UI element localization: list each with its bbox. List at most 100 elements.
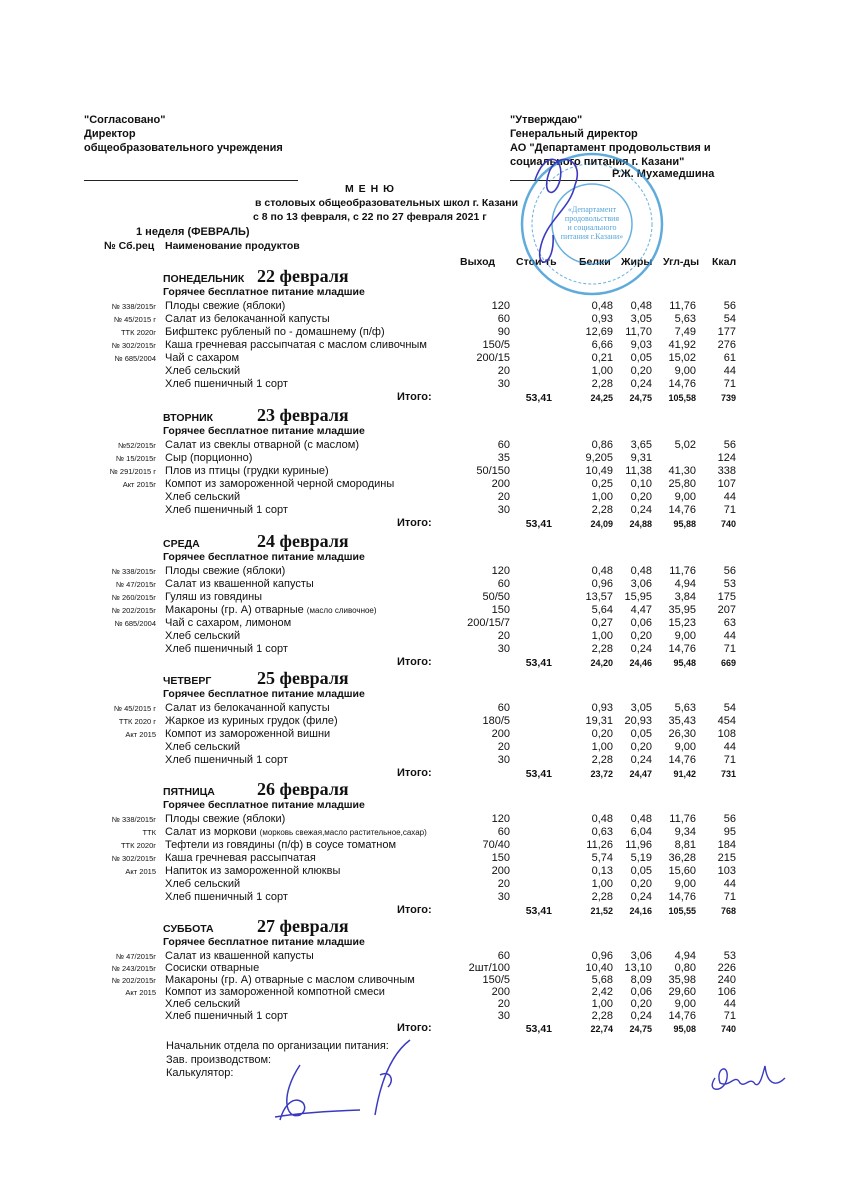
value-fat: 3,65 bbox=[630, 439, 652, 451]
value-kcal: 108 bbox=[717, 728, 736, 740]
dish-name-text: Салат из квашенной капусты bbox=[165, 578, 314, 590]
recipe-code: № 302/2015г bbox=[111, 854, 156, 863]
value-yield: 20 bbox=[497, 365, 510, 377]
recipe-code: ТТК 2020 г bbox=[118, 717, 156, 726]
value-fat: 0,06 bbox=[630, 986, 652, 998]
value-kcal: 106 bbox=[717, 986, 736, 998]
value-carbs: 14,76 bbox=[668, 754, 696, 766]
value-protein: 0,63 bbox=[591, 826, 613, 838]
total-label: Итого: bbox=[397, 656, 432, 668]
dish-name: Макароны (гр. А) отварные с маслом сливо… bbox=[165, 974, 415, 986]
value-yield: 150/5 bbox=[482, 339, 510, 351]
dish-name-text: Плоды свежие (яблоки) bbox=[165, 813, 286, 825]
dish-name: Плоды свежие (яблоки) bbox=[165, 813, 285, 825]
dish-name: Салат из моркови (морковь свежая,масло ра… bbox=[165, 826, 427, 839]
dish-name: Салат из квашенной капусты bbox=[165, 950, 314, 962]
recipe-code: № 47/2015г bbox=[116, 952, 156, 961]
value-yield: 20 bbox=[497, 878, 510, 890]
total-carbs: 105,55 bbox=[668, 906, 696, 916]
value-fat: 0,20 bbox=[630, 630, 652, 642]
signature-footer-1 bbox=[274, 1039, 411, 1121]
value-kcal: 107 bbox=[717, 478, 736, 490]
dish-name: Хлеб сельский bbox=[165, 365, 240, 377]
value-yield: 30 bbox=[497, 378, 510, 390]
value-yield: 200 bbox=[491, 986, 510, 998]
dish-name-text: Компот из замороженной вишни bbox=[165, 728, 331, 740]
value-carbs: 11,76 bbox=[669, 813, 696, 825]
value-protein: 6,66 bbox=[591, 339, 613, 351]
value-yield: 30 bbox=[497, 1010, 510, 1022]
menu-title: М Е Н Ю bbox=[345, 183, 395, 195]
recipe-code: № 47/2015г bbox=[116, 580, 156, 589]
dish-name-text: Чай с сахаром bbox=[165, 352, 240, 364]
week-label: 1 неделя (ФЕВРАЛЬ) bbox=[136, 226, 250, 238]
value-kcal: 53 bbox=[723, 578, 736, 590]
value-fat: 0,20 bbox=[630, 998, 652, 1010]
value-fat: 0,48 bbox=[630, 565, 652, 577]
col-carbs: Угл-ды bbox=[663, 256, 700, 268]
dish-name: Компот из замороженной черной смородины bbox=[165, 478, 394, 490]
value-yield: 90 bbox=[497, 326, 510, 338]
value-kcal: 61 bbox=[723, 352, 736, 364]
dish-name-text: Сыр (порционно) bbox=[165, 452, 253, 464]
value-kcal: 124 bbox=[717, 452, 736, 464]
value-protein: 0,96 bbox=[591, 950, 613, 962]
dish-name-text: Компот из замороженной черной смородины bbox=[165, 478, 395, 490]
value-kcal: 175 bbox=[717, 591, 736, 603]
value-kcal: 71 bbox=[723, 1010, 736, 1022]
approval-left-label: "Согласовано" bbox=[84, 114, 166, 126]
value-fat: 0,20 bbox=[630, 365, 652, 377]
total-carbs: 95,88 bbox=[673, 519, 696, 529]
value-fat: 0,24 bbox=[630, 643, 652, 655]
dish-note: (масло сливочное) bbox=[306, 606, 377, 615]
value-carbs: 15,23 bbox=[668, 617, 696, 629]
value-fat: 0,05 bbox=[630, 728, 652, 740]
value-carbs: 4,94 bbox=[674, 950, 696, 962]
value-yield: 150 bbox=[491, 604, 510, 616]
recipe-code: № 45/2015 г bbox=[113, 704, 156, 713]
col-cost: Стои-ть bbox=[516, 256, 557, 268]
total-cost: 53,41 bbox=[525, 392, 552, 404]
value-yield: 200 bbox=[491, 728, 510, 740]
value-yield: 200/15 bbox=[476, 352, 510, 364]
dish-name: Салат из белокачанной капусты bbox=[165, 702, 330, 714]
value-kcal: 103 bbox=[717, 865, 736, 877]
dish-name-text: Хлеб пшеничный 1 сорт bbox=[165, 891, 288, 903]
total-protein: 22,74 bbox=[590, 1024, 613, 1034]
value-kcal: 95 bbox=[723, 826, 736, 838]
value-kcal: 207 bbox=[717, 604, 736, 616]
value-yield: 200/15/7 bbox=[467, 617, 510, 629]
value-fat: 9,03 bbox=[630, 339, 652, 351]
recipe-code: № 45/2015 г bbox=[113, 315, 156, 324]
dish-name-text: Каша гречневая рассыпчатая bbox=[165, 852, 316, 864]
total-fat: 24,46 bbox=[629, 658, 652, 668]
recipe-code: ТТК 2020г bbox=[120, 328, 156, 337]
value-carbs: 35,95 bbox=[668, 604, 696, 616]
value-protein: 0,96 bbox=[591, 578, 613, 590]
value-carbs: 11,76 bbox=[669, 565, 696, 577]
value-kcal: 54 bbox=[723, 702, 736, 714]
recipe-code: № 685/2004 bbox=[114, 619, 156, 628]
dish-name-text: Хлеб пшеничный 1 сорт bbox=[165, 1010, 288, 1022]
value-yield: 150 bbox=[491, 852, 510, 864]
total-label: Итого: bbox=[397, 767, 432, 779]
value-fat: 0,48 bbox=[630, 813, 652, 825]
value-protein: 10,49 bbox=[585, 465, 613, 477]
value-fat: 0,48 bbox=[630, 300, 652, 312]
value-kcal: 71 bbox=[723, 754, 736, 766]
col-yield: Выход bbox=[460, 256, 496, 268]
dish-name: Сыр (порционно) bbox=[165, 452, 252, 464]
value-protein: 19,31 bbox=[585, 715, 613, 727]
meal-subtitle: Горячее бесплатное питание младшие bbox=[163, 425, 365, 437]
dish-name-text: Тефтели из говядины (п/ф) в соусе томатн… bbox=[165, 839, 396, 851]
day-name: ВТОРНИК bbox=[163, 412, 214, 424]
total-cost: 53,41 bbox=[525, 905, 552, 917]
value-yield: 30 bbox=[497, 754, 510, 766]
value-protein: 9,205 bbox=[585, 452, 613, 464]
value-kcal: 56 bbox=[723, 439, 736, 451]
value-kcal: 71 bbox=[723, 891, 736, 903]
value-protein: 2,28 bbox=[591, 754, 613, 766]
value-kcal: 44 bbox=[723, 630, 736, 642]
value-carbs: 5,02 bbox=[674, 439, 696, 451]
total-kcal: 740 bbox=[720, 1024, 736, 1034]
